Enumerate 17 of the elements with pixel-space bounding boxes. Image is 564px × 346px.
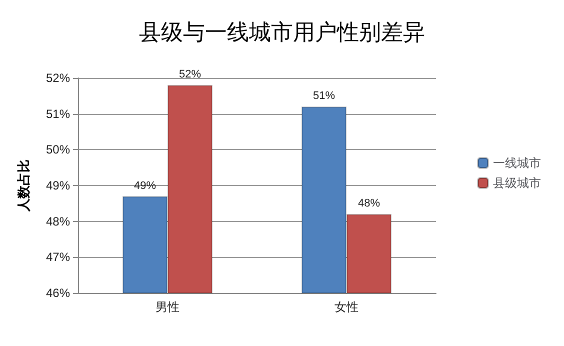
y-tick-label: 46%: [46, 286, 70, 300]
data-label: 48%: [358, 198, 380, 210]
legend-label: 县级城市: [493, 176, 541, 190]
y-axis-title: 人数占比: [16, 160, 31, 212]
y-tick-label: 50%: [46, 142, 70, 157]
y-tick-label: 48%: [46, 214, 70, 228]
y-tick-label: 51%: [46, 106, 70, 121]
y-tick-label: 52%: [46, 71, 70, 85]
data-label: 52%: [178, 68, 202, 81]
data-label: 51%: [312, 90, 336, 102]
chart-title: 县级与一线城市用户性别差异: [139, 20, 425, 44]
y-tick-label: 47%: [46, 250, 70, 264]
legend-label: 一线城市: [493, 156, 541, 170]
data-label: 49%: [134, 180, 156, 192]
y-tick-label: 49%: [46, 178, 70, 192]
x-tick-label: 女性: [334, 300, 358, 314]
x-tick-label: 男性: [156, 300, 180, 314]
